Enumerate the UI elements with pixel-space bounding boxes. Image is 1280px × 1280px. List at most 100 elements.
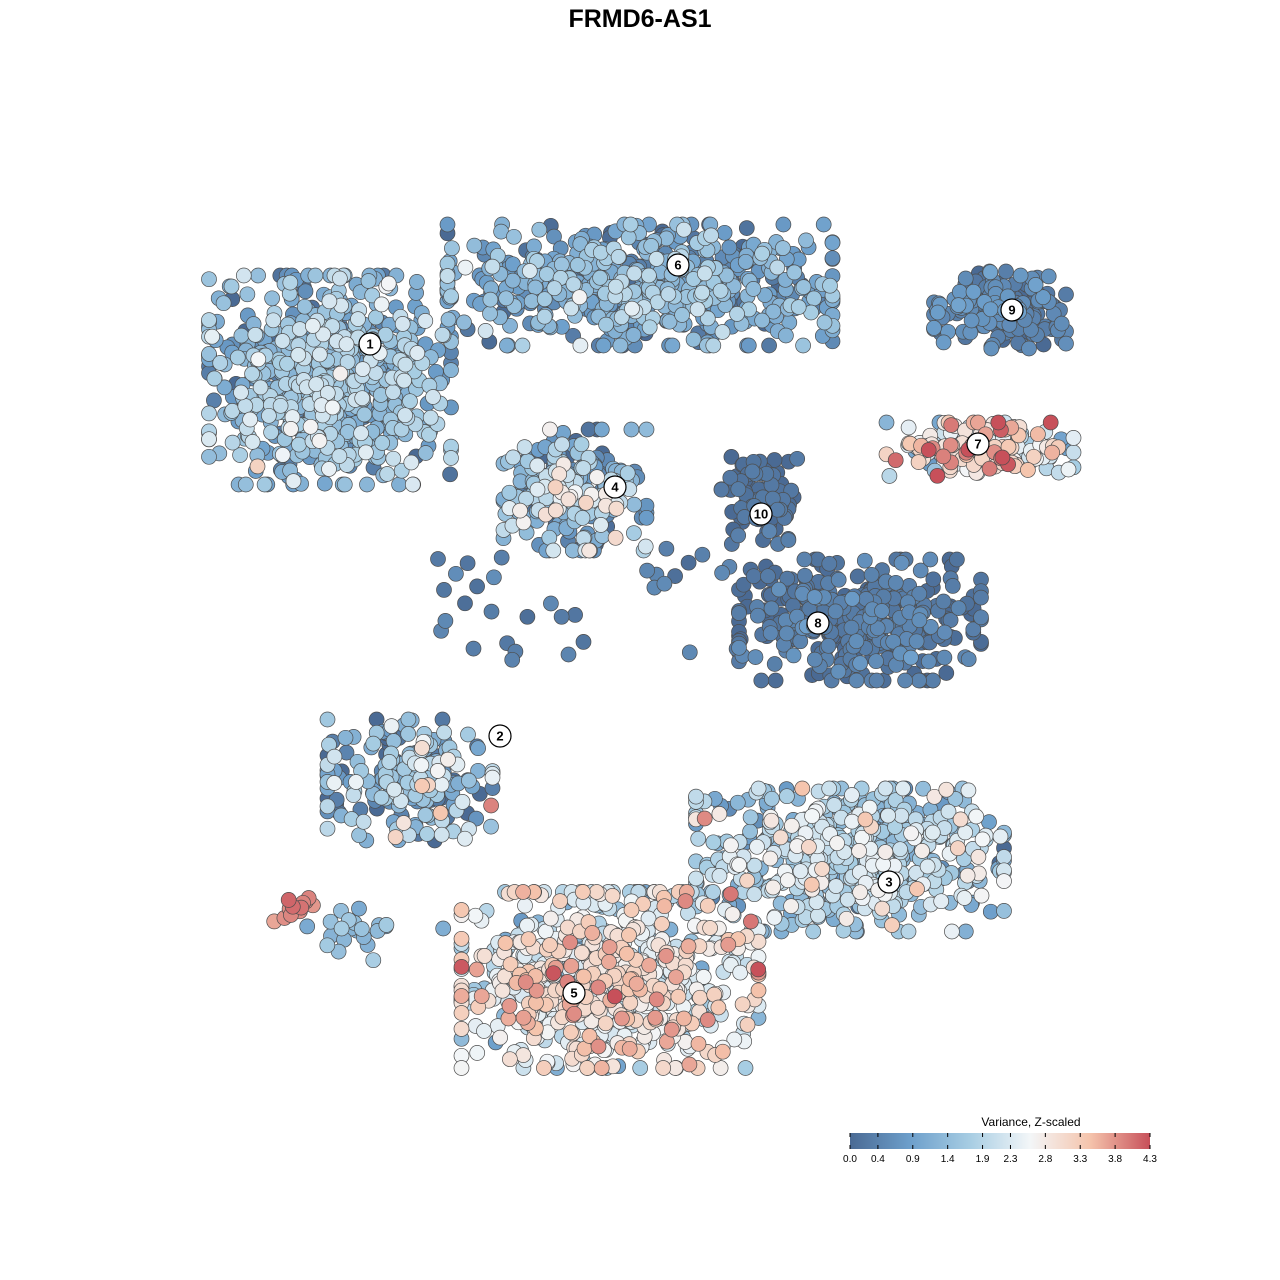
data-point bbox=[637, 538, 654, 555]
data-point bbox=[696, 265, 713, 282]
data-point bbox=[938, 665, 955, 681]
data-point bbox=[593, 517, 609, 533]
data-point bbox=[670, 988, 687, 1005]
data-point bbox=[857, 811, 874, 828]
data-point bbox=[848, 633, 865, 650]
data-point bbox=[968, 808, 985, 825]
data-point bbox=[783, 817, 800, 834]
data-point bbox=[528, 982, 545, 999]
data-point bbox=[457, 595, 473, 612]
data-point bbox=[938, 781, 955, 798]
cluster-label-badge bbox=[966, 432, 990, 456]
data-point bbox=[546, 228, 562, 245]
data-point bbox=[563, 300, 580, 317]
data-point bbox=[690, 1035, 707, 1052]
data-point bbox=[440, 751, 456, 768]
data-point bbox=[806, 290, 822, 307]
data-point bbox=[434, 326, 451, 343]
data-point bbox=[350, 311, 366, 327]
data-point bbox=[723, 837, 739, 854]
data-point bbox=[849, 568, 866, 585]
data-point bbox=[805, 923, 822, 940]
data-point bbox=[536, 308, 553, 325]
data-point bbox=[718, 267, 735, 284]
data-point bbox=[529, 457, 546, 474]
data-point bbox=[1058, 286, 1074, 303]
data-point bbox=[1044, 444, 1060, 461]
data-point bbox=[237, 398, 254, 414]
legend-tick-label: 2.8 bbox=[1038, 1154, 1052, 1165]
data-point bbox=[806, 651, 823, 668]
data-point bbox=[414, 740, 430, 756]
data-point bbox=[795, 337, 811, 354]
data-point bbox=[461, 772, 477, 789]
data-point bbox=[560, 491, 577, 508]
data-point bbox=[414, 778, 430, 794]
data-point bbox=[204, 328, 220, 345]
data-point bbox=[745, 568, 762, 585]
data-point bbox=[547, 479, 564, 496]
data-point bbox=[374, 435, 391, 451]
data-point bbox=[656, 898, 673, 915]
data-point bbox=[249, 458, 266, 475]
data-point bbox=[660, 286, 677, 303]
data-point bbox=[909, 881, 925, 897]
data-point bbox=[699, 310, 716, 327]
data-point bbox=[731, 605, 747, 621]
data-point bbox=[593, 1060, 610, 1076]
data-point bbox=[940, 803, 957, 820]
data-point bbox=[729, 306, 745, 322]
data-point bbox=[804, 808, 820, 824]
data-point bbox=[353, 425, 369, 442]
cluster-label-badge bbox=[603, 475, 627, 499]
data-point bbox=[250, 267, 266, 284]
cluster-label-5: 5 bbox=[562, 981, 586, 1005]
data-point bbox=[417, 313, 434, 329]
data-point bbox=[674, 307, 690, 323]
data-point bbox=[761, 337, 777, 354]
cluster-label-6: 6 bbox=[666, 253, 690, 277]
cluster-label-text: 3 bbox=[885, 875, 892, 890]
data-point bbox=[593, 421, 610, 438]
data-point bbox=[360, 273, 377, 289]
data-point bbox=[789, 450, 806, 467]
data-point bbox=[935, 448, 952, 465]
data-point bbox=[749, 838, 765, 855]
data-point bbox=[814, 861, 830, 877]
data-point bbox=[922, 551, 939, 568]
data-point bbox=[307, 267, 324, 284]
data-point bbox=[731, 639, 747, 656]
data-point bbox=[409, 274, 425, 290]
data-point bbox=[457, 259, 474, 276]
data-point bbox=[676, 1010, 692, 1027]
data-point bbox=[581, 542, 598, 559]
cluster-label-text: 5 bbox=[570, 986, 577, 1001]
data-point bbox=[676, 221, 692, 238]
data-point bbox=[721, 239, 738, 256]
data-point bbox=[815, 216, 832, 233]
data-point bbox=[1035, 289, 1051, 306]
data-point bbox=[667, 568, 683, 584]
data-point bbox=[640, 910, 657, 927]
data-point bbox=[612, 337, 629, 354]
data-point bbox=[750, 982, 767, 999]
data-point bbox=[692, 989, 708, 1006]
data-point bbox=[656, 575, 673, 592]
data-point bbox=[663, 1021, 680, 1038]
data-point bbox=[641, 319, 658, 336]
cluster-label-badge bbox=[666, 253, 690, 277]
data-point bbox=[892, 841, 908, 858]
data-point bbox=[1012, 267, 1029, 284]
data-point bbox=[925, 571, 942, 588]
data-point bbox=[1027, 277, 1044, 293]
data-point bbox=[484, 258, 501, 275]
data-point bbox=[950, 600, 967, 616]
data-point bbox=[417, 445, 434, 461]
data-point bbox=[473, 988, 490, 1004]
data-point bbox=[944, 578, 961, 594]
data-point bbox=[201, 346, 217, 362]
data-point bbox=[959, 867, 976, 884]
data-point bbox=[235, 267, 252, 284]
data-point bbox=[351, 900, 367, 917]
data-point bbox=[974, 831, 991, 848]
